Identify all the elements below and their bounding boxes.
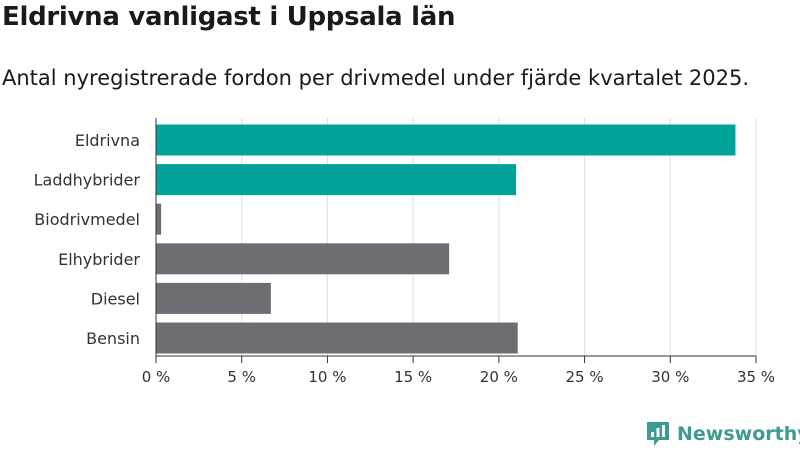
grid-lines [241,118,757,356]
x-tick-label: 5 % [227,368,256,386]
newsworthy-logo: Newsworthy [645,420,800,448]
bar [156,164,516,196]
bars [156,124,736,354]
x-axis: 0 % 5 % 10 % 15 % 20 % 25 % 30 % 35 % [142,118,775,386]
bar [156,322,518,354]
chart-subtitle: Antal nyregistrerade fordon per drivmede… [2,66,750,90]
category-label: Laddhybrider [34,171,141,190]
chart-title: Eldrivna vanligast i Uppsala län [2,2,456,32]
x-tick-label: 20 % [480,368,518,386]
brand-name: Newsworthy [677,423,800,445]
category-labels: Eldrivna Laddhybrider Biodrivmedel Elhybrid… [34,131,141,348]
bar [156,124,736,156]
x-tick-label: 10 % [308,368,346,386]
newsworthy-logo-icon [647,422,669,446]
category-label: Eldrivna [75,131,140,150]
bar [156,203,162,235]
x-tick-label: 35 % [737,368,775,386]
x-tick-label: 15 % [394,368,432,386]
x-tick-label: 0 % [142,368,171,386]
bar [156,243,450,275]
category-label: Diesel [91,289,140,308]
x-tick-label: 30 % [651,368,689,386]
category-label: Biodrivmedel [34,210,140,229]
category-label: Bensin [86,329,140,348]
category-label: Elhybrider [58,250,140,269]
bar [156,282,271,314]
x-tick-label: 25 % [566,368,604,386]
